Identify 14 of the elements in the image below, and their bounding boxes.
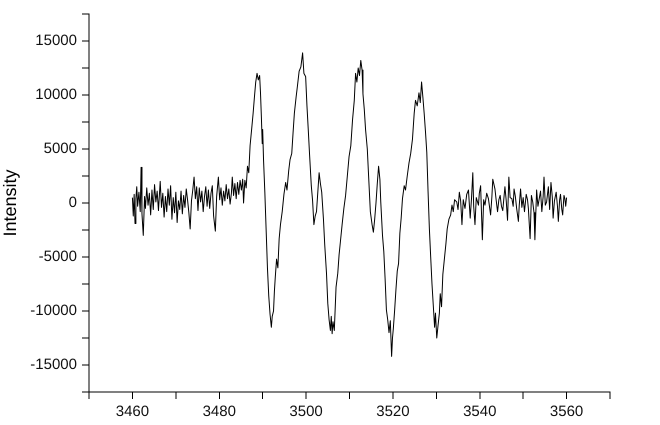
y-tick-label: 10000 [35,86,77,104]
y-tick-label: 0 [68,194,77,212]
y-axis-title: Intensity [0,169,20,237]
y-tick-label: -15000 [30,356,77,374]
x-tick-label: 3520 [376,403,410,420]
x-tick-label: 3500 [289,403,323,420]
x-tick-label: 3540 [463,403,496,420]
x-tick-label: 3560 [550,403,584,420]
x-tick-label: 3460 [116,403,150,420]
y-tick-label: 5000 [44,140,77,158]
y-tick-label: -5000 [38,248,77,266]
y-tick-label: 15000 [35,32,77,50]
y-tick-label: -10000 [30,302,77,320]
x-tick-label: 3480 [202,403,236,420]
